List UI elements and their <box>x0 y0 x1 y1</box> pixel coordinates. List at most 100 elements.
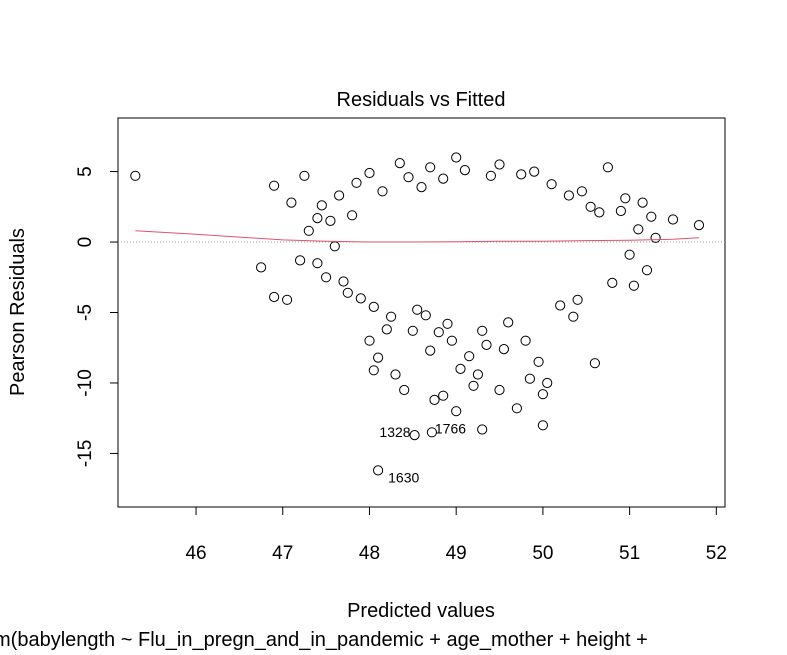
data-point <box>464 351 475 362</box>
data-point <box>355 293 366 304</box>
point-label: 1630 <box>388 469 419 485</box>
data-point <box>451 152 462 163</box>
data-point <box>316 200 327 211</box>
data-point <box>667 214 679 225</box>
point-annotations: 1328 1766 1630 <box>379 420 466 485</box>
data-point <box>425 162 436 173</box>
data-point <box>516 169 527 180</box>
data-point <box>589 358 601 369</box>
data-point <box>641 265 653 276</box>
y-tick-label: -15 <box>75 440 96 467</box>
data-point <box>407 325 418 336</box>
data-point <box>426 427 437 438</box>
data-point <box>403 172 414 183</box>
data-point <box>269 180 280 191</box>
x-tick-label: 50 <box>532 543 553 564</box>
data-point <box>303 225 314 236</box>
data-point <box>459 165 470 176</box>
data-point <box>650 232 661 243</box>
data-point <box>451 406 462 417</box>
chart-title: Residuals vs Fitted <box>337 89 506 111</box>
data-point <box>351 177 362 188</box>
data-point <box>511 403 523 414</box>
data-point <box>425 345 436 356</box>
data-point <box>468 380 479 391</box>
data-point <box>438 390 449 401</box>
data-point <box>130 170 141 181</box>
point-label: 1328 <box>379 424 410 440</box>
data-point <box>477 325 488 336</box>
data-point <box>628 280 640 291</box>
data-point <box>568 311 579 322</box>
data-point <box>485 170 496 181</box>
data-point <box>286 197 297 208</box>
data-point <box>693 220 705 231</box>
y-tick-label: 0 <box>75 237 96 248</box>
data-point <box>295 255 306 266</box>
data-point <box>429 394 440 405</box>
data-point <box>576 186 588 197</box>
data-point <box>399 384 410 396</box>
data-point <box>472 369 483 380</box>
data-point <box>438 173 449 184</box>
data-point <box>420 310 431 321</box>
data-point <box>282 294 293 305</box>
data-point <box>533 356 544 367</box>
data-point <box>524 373 536 384</box>
data-point <box>416 182 427 193</box>
data-point <box>607 277 618 288</box>
data-point <box>381 324 392 335</box>
data-point <box>498 344 509 355</box>
data-point <box>409 430 420 441</box>
data-point <box>373 352 384 363</box>
data-point <box>537 389 549 400</box>
data-point <box>602 162 614 173</box>
data-point <box>312 213 323 224</box>
y-tick-label: 5 <box>75 166 96 177</box>
data-point <box>542 377 553 389</box>
smoother-line <box>135 230 700 243</box>
x-tick-label: 47 <box>272 543 293 564</box>
y-axis: -15 -10 -5 0 5 <box>75 166 119 467</box>
data-point <box>386 311 397 322</box>
data-point <box>347 210 358 221</box>
y-axis-label: Pearson Residuals <box>7 228 29 396</box>
y-tick-label: -5 <box>75 304 96 321</box>
point-label: 1766 <box>435 420 466 436</box>
data-point <box>633 224 644 235</box>
data-point <box>394 158 405 169</box>
data-point <box>338 276 349 287</box>
y-tick-label: -10 <box>75 369 96 396</box>
data-point <box>537 420 549 431</box>
data-point <box>364 167 375 179</box>
data-point <box>390 369 401 380</box>
x-tick-label: 51 <box>619 543 640 564</box>
data-point <box>368 301 379 312</box>
data-point <box>520 335 531 346</box>
data-point <box>321 272 332 283</box>
x-tick-label: 46 <box>185 543 206 564</box>
data-point <box>334 190 345 201</box>
data-point <box>412 304 423 315</box>
data-point <box>269 291 280 303</box>
data-point <box>503 317 514 328</box>
data-point <box>299 170 310 181</box>
data-point <box>494 384 505 396</box>
data-point <box>646 211 657 222</box>
data-point <box>555 300 566 311</box>
data-point <box>373 465 384 476</box>
data-point <box>377 186 388 197</box>
data-point <box>620 193 631 204</box>
x-axis-label: Predicted values <box>347 600 495 622</box>
data-point <box>637 197 648 208</box>
data-point <box>494 159 505 170</box>
x-tick-label: 52 <box>706 543 727 564</box>
data-point <box>594 207 605 218</box>
data-point <box>615 205 627 217</box>
data-point <box>329 241 340 252</box>
model-formula: m(babylength ~ Flu_in_pregn_and_in_pande… <box>0 629 648 651</box>
data-point <box>585 201 596 212</box>
x-axis: 46 47 48 49 50 51 52 <box>185 506 727 564</box>
